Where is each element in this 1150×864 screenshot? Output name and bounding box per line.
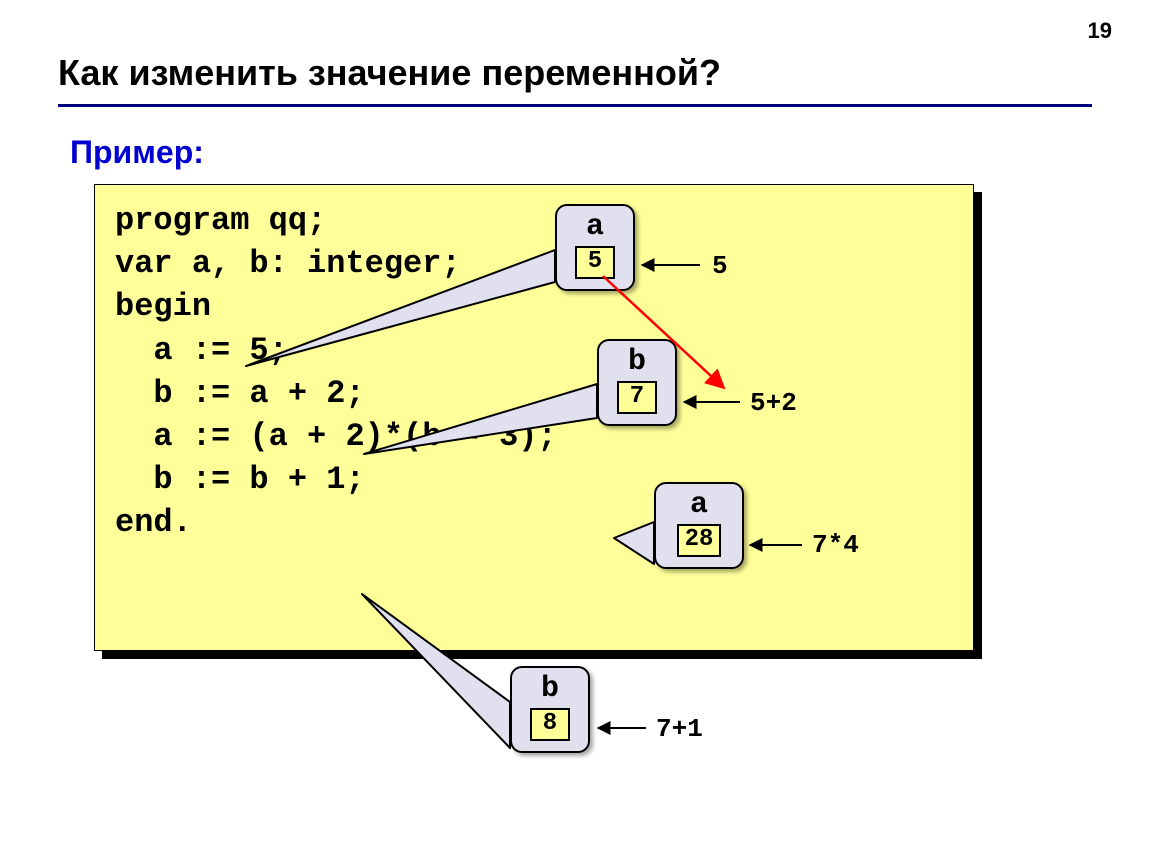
callout-val: 28 xyxy=(677,524,722,557)
callout-a28: a 28 xyxy=(654,482,744,569)
callout-var: b xyxy=(522,674,578,704)
subtitle: Пример: xyxy=(70,134,204,171)
side-label-a28: 7*4 xyxy=(812,532,859,558)
code-box: program qq; var a, b: integer; begin a :… xyxy=(94,184,974,651)
callout-var: a xyxy=(666,490,732,520)
callout-var: a xyxy=(567,212,623,242)
callout-b7: b 7 xyxy=(597,339,677,426)
side-label-a5: 5 xyxy=(712,253,728,279)
page-title: Как изменить значение переменной? xyxy=(58,52,721,94)
page-number: 19 xyxy=(1088,18,1112,44)
callout-a5: a 5 xyxy=(555,204,635,291)
code-listing: program qq; var a, b: integer; begin a :… xyxy=(115,199,953,545)
side-label-b7: 5+2 xyxy=(750,390,797,416)
callout-val: 8 xyxy=(530,708,570,741)
callout-var: b xyxy=(609,347,665,377)
callout-val: 5 xyxy=(575,246,615,279)
callout-b8: b 8 xyxy=(510,666,590,753)
title-underline xyxy=(58,104,1092,107)
callout-val: 7 xyxy=(617,381,657,414)
side-label-b8: 7+1 xyxy=(656,716,703,742)
